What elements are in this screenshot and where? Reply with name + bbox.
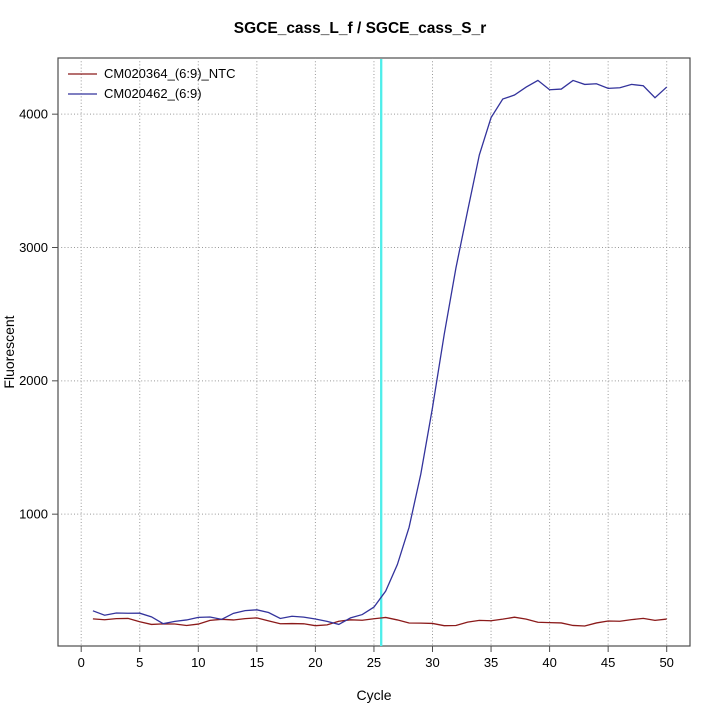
svg-text:15: 15 [250,655,264,670]
svg-text:45: 45 [601,655,615,670]
svg-text:35: 35 [484,655,498,670]
svg-text:20: 20 [308,655,322,670]
svg-text:Fluorescent: Fluorescent [1,315,17,388]
svg-text:10: 10 [191,655,205,670]
svg-text:4000: 4000 [19,107,48,122]
svg-text:0: 0 [78,655,85,670]
svg-text:SGCE_cass_L_f / SGCE_cass_S_r: SGCE_cass_L_f / SGCE_cass_S_r [234,20,486,37]
svg-text:5: 5 [136,655,143,670]
svg-text:Cycle: Cycle [356,687,391,703]
svg-text:50: 50 [659,655,673,670]
svg-text:1000: 1000 [19,507,48,522]
svg-text:CM020364_(6:9)_NTC: CM020364_(6:9)_NTC [104,66,236,81]
svg-text:25: 25 [367,655,381,670]
svg-text:30: 30 [425,655,439,670]
svg-text:CM020462_(6:9): CM020462_(6:9) [104,86,202,101]
svg-text:2000: 2000 [19,373,48,388]
svg-text:40: 40 [542,655,556,670]
svg-text:3000: 3000 [19,240,48,255]
